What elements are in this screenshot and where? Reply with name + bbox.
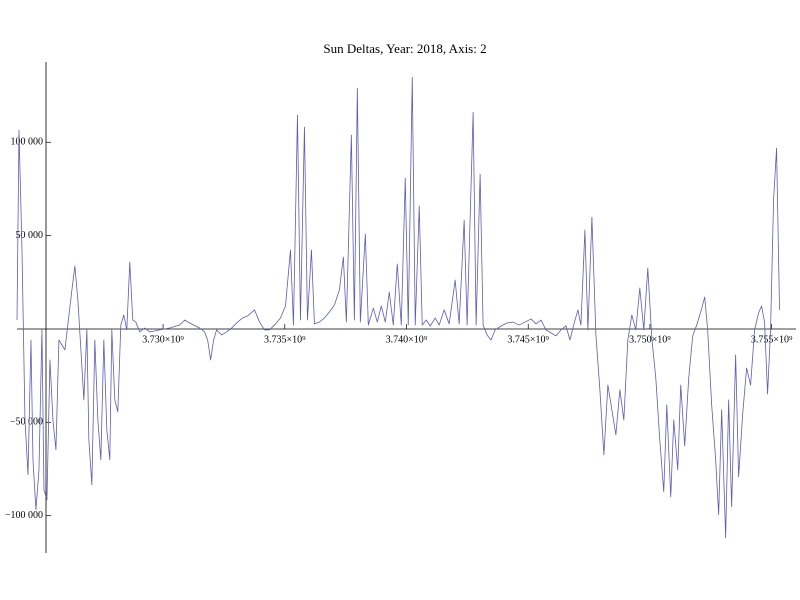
chart-title: Sun Deltas, Year: 2018, Axis: 2 <box>323 41 486 56</box>
y-tick-label: 50 000 <box>16 230 44 241</box>
x-tick-label: 3.735×10⁹ <box>264 334 306 345</box>
x-tick-label: 3.745×10⁹ <box>507 334 549 345</box>
x-tick-label: 3.755×10⁹ <box>751 334 793 345</box>
y-tick-label: 100 000 <box>11 137 44 148</box>
data-line <box>16 76 780 539</box>
x-tick-label: 3.730×10⁹ <box>142 334 184 345</box>
x-tick-label: 3.740×10⁹ <box>386 334 428 345</box>
y-tick-label: −50 000 <box>10 417 43 428</box>
x-tick-label: 3.750×10⁹ <box>629 334 671 345</box>
y-tick-label: −100 000 <box>5 510 43 521</box>
